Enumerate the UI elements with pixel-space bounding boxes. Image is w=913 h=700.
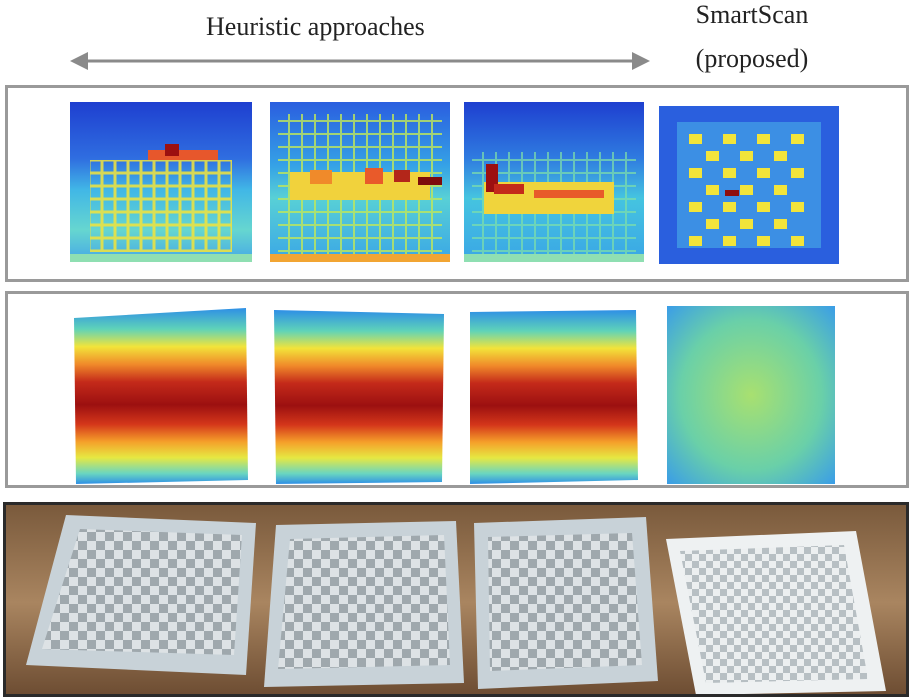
height-map-heuristic-3 (470, 310, 638, 484)
sheet-smartscan (666, 531, 886, 694)
checker-square (689, 168, 702, 178)
checker-square (706, 185, 719, 195)
thermal-map-panel (5, 85, 909, 282)
checker-square (791, 202, 804, 212)
sheet-photos (6, 505, 906, 694)
checker-square (774, 151, 787, 161)
checker-square (774, 185, 787, 195)
thermal-map-heuristic-1 (70, 102, 252, 262)
checker-square (689, 236, 702, 246)
checker-square (740, 185, 753, 195)
checker-square (706, 219, 719, 229)
checker-square (757, 168, 770, 178)
checker-square (774, 219, 787, 229)
photo-panel (3, 502, 909, 697)
height-map-panel (5, 291, 909, 488)
checker-square (740, 219, 753, 229)
thermal-map-heuristic-3 (464, 102, 644, 262)
thermal-map-smartscan (659, 106, 839, 264)
checker-square (757, 202, 770, 212)
checker-square (757, 236, 770, 246)
checker-square (791, 236, 804, 246)
checker-square (723, 168, 736, 178)
height-map-smartscan (667, 306, 835, 484)
checker-square (757, 134, 770, 144)
height-map-heuristic-1 (74, 308, 248, 484)
checker-square (791, 134, 804, 144)
smartscan-subtitle: (proposed) (695, 44, 809, 73)
sheet-heuristic-2 (264, 521, 464, 687)
checker-square (791, 168, 804, 178)
sheet-heuristic-3 (474, 517, 658, 689)
checker-square (723, 202, 736, 212)
checker-square (689, 134, 702, 144)
height-map-heuristic-2 (274, 310, 444, 484)
checker-square (706, 151, 719, 161)
double-headed-arrow (70, 52, 650, 70)
heuristic-approaches-label: Heuristic approaches (206, 12, 425, 41)
checker-square (723, 134, 736, 144)
checker-square (723, 236, 736, 246)
thermal-map-heuristic-2 (270, 102, 450, 262)
checker-square (740, 151, 753, 161)
smartscan-title: SmartScan (695, 0, 809, 29)
checker-square (689, 202, 702, 212)
sheet-heuristic-1 (26, 515, 256, 675)
